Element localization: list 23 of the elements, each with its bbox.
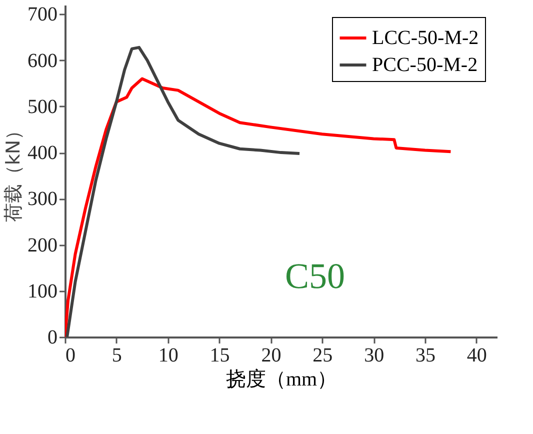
x-tick-label: 15 bbox=[210, 344, 230, 366]
legend-label: LCC-50-M-2 bbox=[372, 27, 479, 49]
x-tick-label: 40 bbox=[466, 344, 487, 366]
y-tick-label: 300 bbox=[28, 188, 58, 210]
y-tick-label: 500 bbox=[28, 96, 58, 118]
x-tick-label: 0 bbox=[66, 344, 76, 366]
annotation: C50 bbox=[284, 256, 346, 296]
y-tick-label: 0 bbox=[48, 326, 58, 348]
x-tick-label: 20 bbox=[261, 344, 282, 366]
y-tick-label: 100 bbox=[28, 280, 58, 302]
x-tick-label: 10 bbox=[158, 344, 178, 366]
x-tick-label: 25 bbox=[312, 344, 333, 366]
y-tick-label: 700 bbox=[28, 4, 58, 26]
y-tick-label: 200 bbox=[28, 234, 58, 256]
line-series bbox=[65, 77, 452, 337]
y-tick-label: 600 bbox=[28, 50, 58, 72]
x-tick-label: 5 bbox=[112, 344, 122, 366]
y-tick-label: 400 bbox=[28, 142, 58, 164]
x-axis-title: 挠度（mm） bbox=[226, 368, 338, 390]
x-tick-label: 35 bbox=[416, 344, 436, 366]
x-tick-label: 30 bbox=[364, 344, 384, 366]
y-axis-title: 荷载（kN） bbox=[2, 120, 24, 222]
legend-label: PCC-50-M-2 bbox=[372, 54, 478, 76]
